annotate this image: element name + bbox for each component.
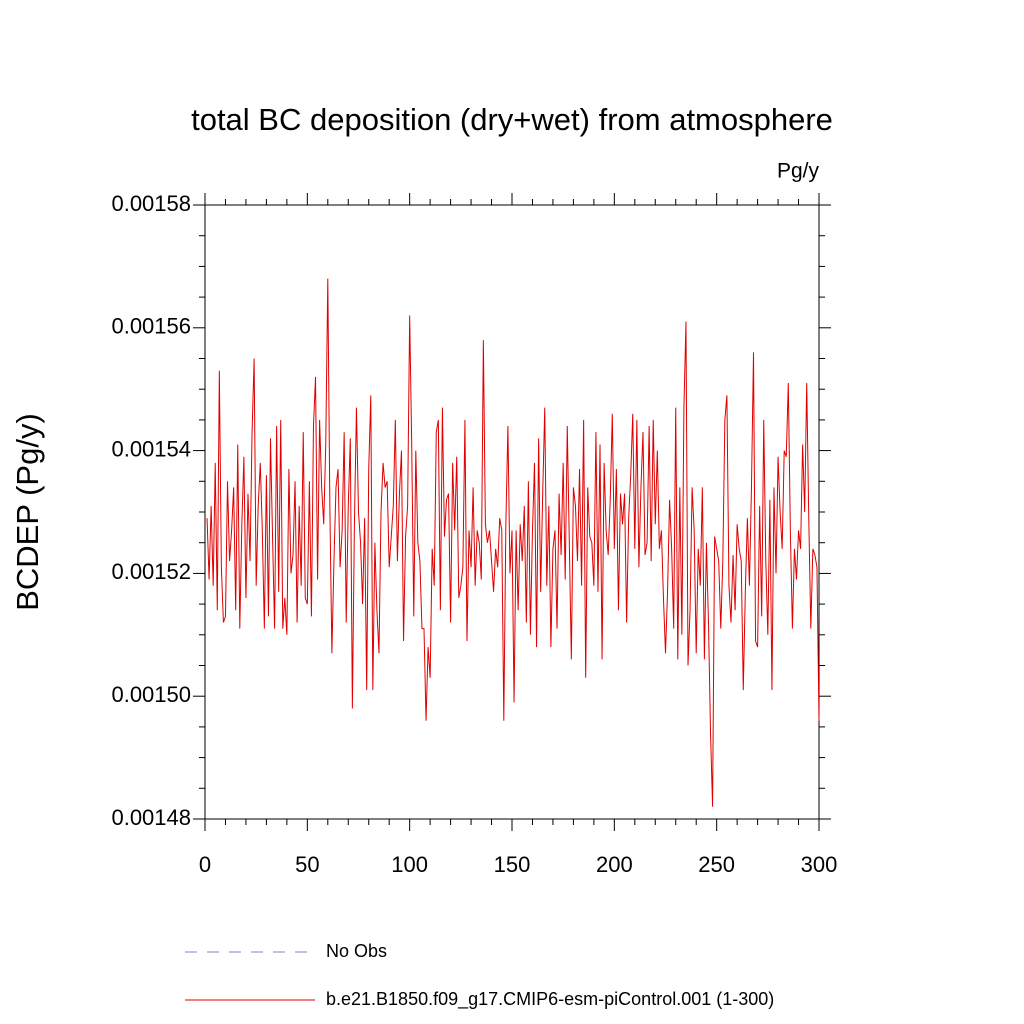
y-tick-label: 0.00156 [111, 314, 191, 339]
x-tick-label: 300 [801, 852, 838, 877]
y-tick-label: 0.00150 [111, 682, 191, 707]
y-tick-label: 0.00154 [111, 436, 191, 461]
x-tick-label: 100 [391, 852, 428, 877]
y-tick-label: 0.00148 [111, 805, 191, 830]
chart-title: total BC deposition (dry+wet) from atmos… [191, 102, 833, 137]
x-tick-label: 150 [494, 852, 531, 877]
legend-label: No Obs [326, 941, 387, 961]
legend-label: b.e21.B1850.f09_g17.CMIP6-esm-piControl.… [326, 989, 774, 1010]
y-tick-label: 0.00152 [111, 559, 191, 584]
units-label: Pg/y [777, 160, 820, 183]
x-tick-label: 50 [295, 852, 319, 877]
plot-frame [204, 204, 820, 820]
x-tick-label: 0 [199, 852, 211, 877]
y-axis-label: BCDEP (Pg/y) [10, 413, 45, 611]
x-tick-label: 200 [596, 852, 633, 877]
x-tick-label: 250 [698, 852, 735, 877]
data-line [206, 278, 820, 807]
y-tick-label: 0.00158 [111, 191, 191, 216]
